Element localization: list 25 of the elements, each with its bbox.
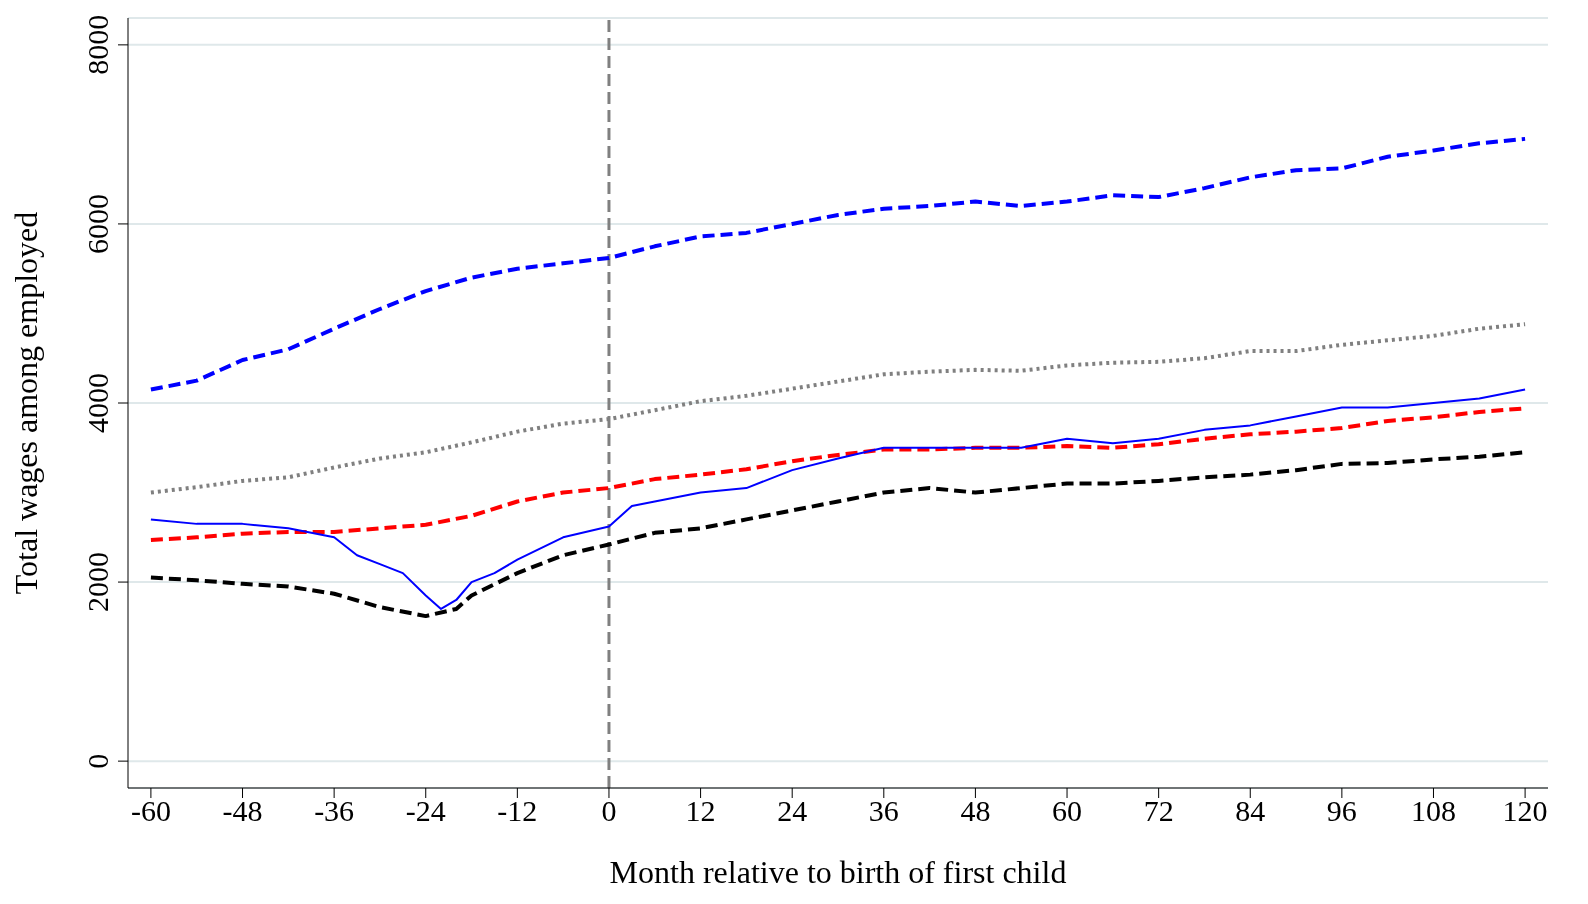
x-tick-label: 96 xyxy=(1326,794,1357,828)
y-tick-label: 2000 xyxy=(81,552,114,613)
y-tick-label: 0 xyxy=(81,753,114,769)
x-tick-label: 84 xyxy=(1235,794,1266,828)
x-tick-label: 72 xyxy=(1143,794,1174,828)
x-tick-label: 36 xyxy=(868,794,899,828)
x-axis-title: Month relative to birth of first child xyxy=(609,854,1067,890)
x-tick-label: -48 xyxy=(222,794,263,828)
x-tick-label: 0 xyxy=(601,794,617,828)
x-tick-label: -60 xyxy=(130,794,171,828)
x-tick-label: 120 xyxy=(1502,794,1548,828)
x-tick-label: 48 xyxy=(960,794,991,828)
x-tick-label: 108 xyxy=(1410,794,1456,828)
x-tick-label: -12 xyxy=(497,794,538,828)
x-tick-label: -24 xyxy=(405,794,446,828)
x-tick-label: 24 xyxy=(777,794,808,828)
y-tick-label: 8000 xyxy=(81,14,114,75)
line-series xyxy=(148,136,1528,392)
y-tick-label: 6000 xyxy=(81,193,114,254)
x-tick-label: -36 xyxy=(314,794,355,828)
x-tick-label: 12 xyxy=(685,794,716,828)
line-series xyxy=(149,388,1527,610)
y-tick-label: 4000 xyxy=(81,373,114,433)
y-axis-title: Total wages among employed xyxy=(8,211,45,595)
x-tick-label: 60 xyxy=(1052,794,1083,828)
